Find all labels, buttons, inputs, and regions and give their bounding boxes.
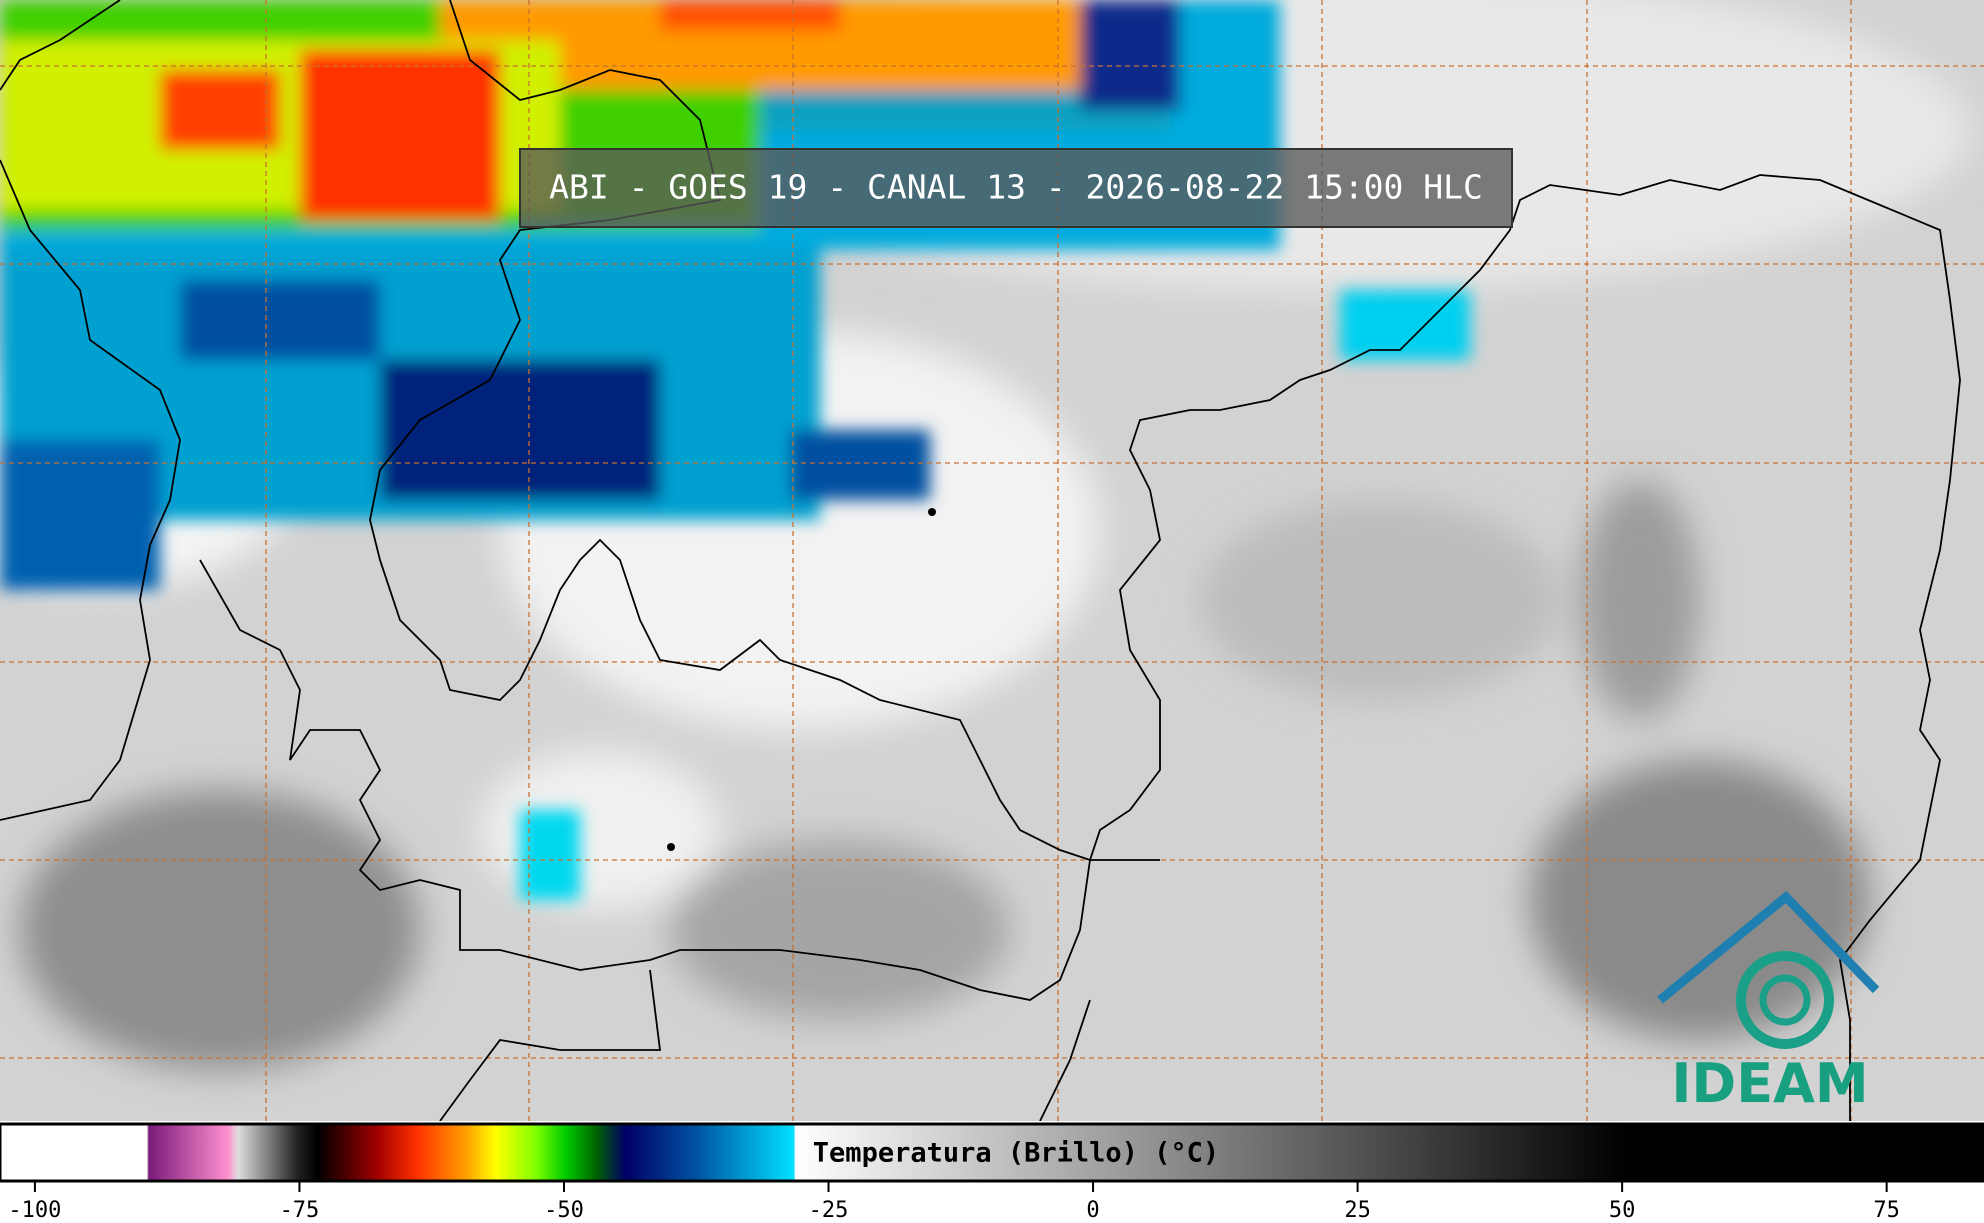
colorbar-ticks: -100 -75 -50 -25 0 25 50 75 [8,1181,1900,1223]
city-marker [928,508,936,516]
tick-label: -100 [8,1198,61,1223]
title-box [519,148,1513,228]
graticule [0,0,1984,1121]
title: ABI - GOES 19 - CANAL 13 - 2026-08-22 15… [549,168,1483,207]
colorbar-label: Temperatura (Brillo) (°C) [813,1138,1219,1169]
logo: IDEAM [1657,890,1880,1115]
tick-label: -50 [544,1198,584,1223]
tick-label: -25 [809,1198,849,1223]
logo-text: IDEAM [1671,1052,1868,1115]
tick-label: 25 [1344,1198,1371,1223]
city-marker [667,843,675,851]
tick-label: -75 [280,1198,320,1223]
tick-label: 75 [1873,1198,1900,1223]
colorbar [0,1122,1984,1183]
tick-label: 50 [1609,1198,1636,1223]
borders [0,0,1961,1121]
tick-label: 0 [1086,1198,1099,1223]
